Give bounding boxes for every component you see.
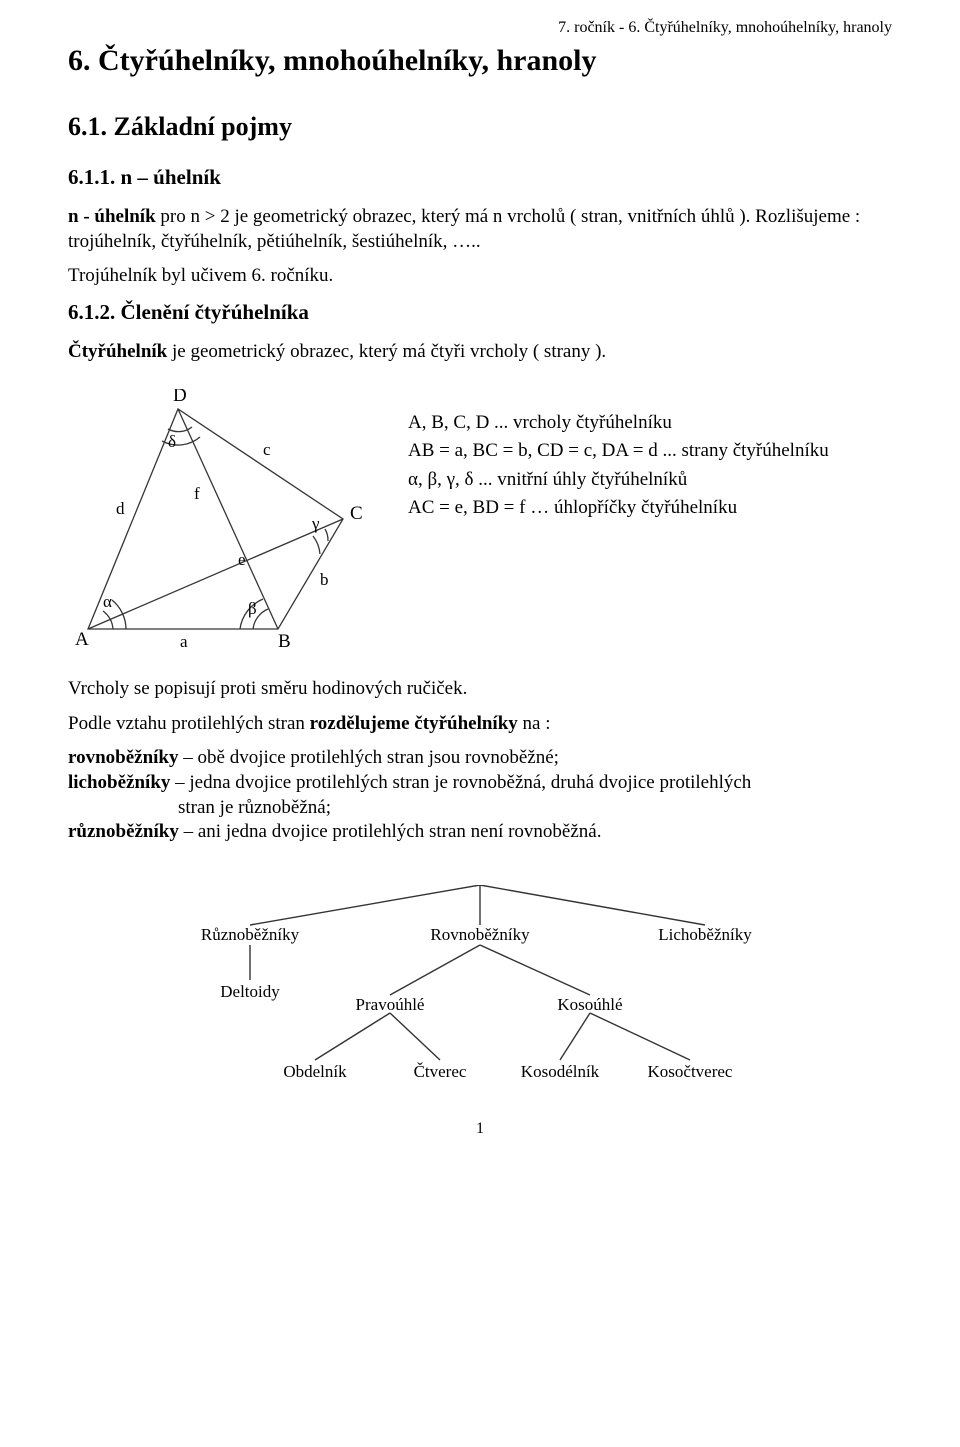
paragraph-trojuhelnik-ucivo: Trojúhelník byl učivem 6. ročníku.: [68, 264, 892, 289]
svg-text:Obdelník: Obdelník: [283, 1062, 347, 1081]
rozdeleni-lead: Podle vztahu protilehlých stran: [68, 713, 310, 734]
svg-text:A: A: [75, 629, 89, 649]
subsection-6-1-1: 6.1.1. n – úhelník: [68, 164, 892, 191]
svg-text:a: a: [180, 632, 188, 649]
caption-angles: α, β, γ, δ ... vnitřní úhly čtyřúhelníků: [408, 466, 829, 495]
quadrilateral-diagram: A B C D a b c d e f α β γ δ: [68, 389, 378, 649]
svg-text:α: α: [103, 592, 112, 611]
classify-ruznobezniky: různoběžníky – ani jedna dvojice protile…: [68, 820, 892, 845]
page-title: 6. Čtyřúhelníky, mnohoúhelníky, hranoly: [68, 41, 892, 80]
svg-text:Deltoidy: Deltoidy: [220, 982, 280, 1001]
ruznobezniky-def: – ani jedna dvojice protilehlých stran n…: [179, 821, 602, 842]
lichobezniky-term: lichoběžníky: [68, 772, 170, 793]
classify-lichobezniky: lichoběžníky – jedna dvojice protilehlýc…: [68, 771, 892, 796]
svg-text:B: B: [278, 631, 291, 649]
rozdeleni-bold: rozdělujeme čtyřúhelníky: [310, 713, 518, 734]
svg-text:b: b: [320, 570, 329, 589]
svg-text:f: f: [194, 484, 200, 503]
svg-text:Kosoúhlé: Kosoúhlé: [557, 995, 622, 1014]
svg-text:C: C: [350, 503, 363, 524]
classify-lichobezniky-cont: stran je různoběžná;: [178, 796, 892, 821]
caption-angles-symbols: α, β, γ, δ: [408, 469, 473, 490]
rozdeleni-post: na :: [518, 713, 551, 734]
paragraph-rozdeleni-lead: Podle vztahu protilehlých stran rozděluj…: [68, 712, 892, 737]
ctyruhelnik-def: je geometrický obrazec, který má čtyři v…: [167, 341, 606, 362]
svg-text:δ: δ: [168, 432, 176, 451]
svg-text:Rovnoběžníky: Rovnoběžníky: [430, 925, 530, 944]
svg-text:e: e: [238, 550, 246, 569]
ctyruhelnik-term: Čtyřúhelník: [68, 341, 167, 362]
caption-diagonals: AC = e, BD = f … úhlopříčky čtyřúhelníku: [408, 494, 829, 523]
quadrilateral-caption: A, B, C, D ... vrcholy čtyřúhelníku AB =…: [408, 409, 829, 523]
svg-text:Kosočtverec: Kosočtverec: [648, 1062, 733, 1081]
page-number: 1: [68, 1119, 892, 1140]
page: 7. ročník - 6. Čtyřúhelníky, mnohoúhelní…: [0, 0, 960, 1160]
paragraph-ctyruhelnik: Čtyřúhelník je geometrický obrazec, kter…: [68, 340, 892, 365]
svg-text:c: c: [263, 440, 271, 459]
svg-text:γ: γ: [311, 514, 320, 533]
section-6-1: 6.1. Základní pojmy: [68, 110, 892, 144]
caption-vertices: A, B, C, D ... vrcholy čtyřúhelníku: [408, 409, 829, 438]
paragraph-nuhelnik: n - úhelník pro n > 2 je geometrický obr…: [68, 205, 892, 254]
paragraph-vrcholy-smer: Vrcholy se popisují proti směru hodinový…: [68, 677, 892, 702]
subsection-6-1-2: 6.1.2. Členění čtyřúhelníka: [68, 299, 892, 326]
ruznobezniky-term: různoběžníky: [68, 821, 179, 842]
svg-text:Pravoúhlé: Pravoúhlé: [356, 995, 425, 1014]
svg-text:D: D: [173, 389, 187, 406]
quadrilateral-figure-row: A B C D a b c d e f α β γ δ A, B, C, D .…: [68, 389, 892, 649]
svg-text:β: β: [248, 599, 257, 618]
caption-sides: AB = a, BC = b, CD = c, DA = d ... stran…: [408, 437, 829, 466]
svg-text:Čtverec: Čtverec: [414, 1062, 467, 1081]
rovnobezniky-term: rovnoběžníky: [68, 747, 179, 768]
svg-text:d: d: [116, 499, 125, 518]
svg-text:Lichoběžníky: Lichoběžníky: [658, 925, 752, 944]
caption-angles-text: ... vnitřní úhly čtyřúhelníků: [473, 469, 687, 490]
classify-rovnobezniky: rovnoběžníky – obě dvojice protilehlých …: [68, 746, 892, 771]
lichobezniky-def: – jedna dvojice protilehlých stran je ro…: [170, 772, 751, 793]
page-header: 7. ročník - 6. Čtyřúhelníky, mnohoúhelní…: [68, 18, 892, 39]
classification-tree: Různoběžníky Rovnoběžníky Lichoběžníky D…: [68, 885, 892, 1095]
svg-text:Různoběžníky: Různoběžníky: [201, 925, 300, 944]
svg-text:Kosodélník: Kosodélník: [521, 1062, 600, 1081]
rovnobezniky-def: – obě dvojice protilehlých stran jsou ro…: [179, 747, 559, 768]
nuhelnik-term: n - úhelník: [68, 206, 156, 227]
nuhelnik-def: pro n > 2 je geometrický obrazec, který …: [68, 206, 860, 252]
